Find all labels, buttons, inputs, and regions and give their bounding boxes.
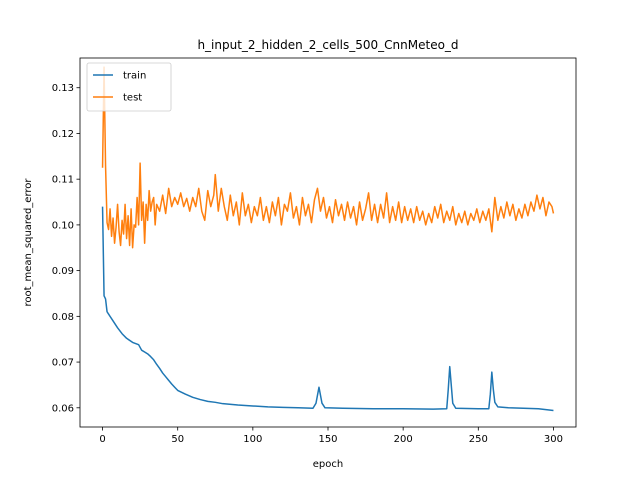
series-line-train [101,206,554,412]
x-tick-label: 200 [394,434,413,445]
plot-area [101,66,555,412]
series-line-test [101,66,555,249]
y-tick-label: 0.13 [52,83,74,94]
y-tick-label: 0.07 [52,358,74,369]
y-tick-label: 0.10 [52,220,74,231]
x-tick-label: 100 [243,434,262,445]
y-tick-label: 0.12 [52,129,74,140]
y-tick-label: 0.09 [52,266,74,277]
y-axis: 0.06 0.07 0.08 0.09 0.10 0.11 0.12 0.13 [52,83,80,414]
x-tick-label: 150 [318,434,337,445]
x-tick-label: 250 [469,434,488,445]
y-tick-label: 0.06 [52,403,74,414]
x-tick-label: 0 [99,434,105,445]
chart-title: h_input_2_hidden_2_cells_500_CnnMeteo_d [197,38,458,52]
x-axis-label: epoch [313,459,343,470]
legend: train test [86,62,172,112]
x-tick-label: 300 [544,434,563,445]
y-axis-label: root_mean_squared_error [23,178,34,307]
x-tick-label: 50 [171,434,184,445]
legend-label-test: test [123,93,142,104]
x-axis: 0 50 100 150 200 250 300 [99,427,563,445]
y-tick-label: 0.11 [52,175,74,186]
legend-label-train: train [123,71,146,82]
y-tick-label: 0.08 [52,312,74,323]
